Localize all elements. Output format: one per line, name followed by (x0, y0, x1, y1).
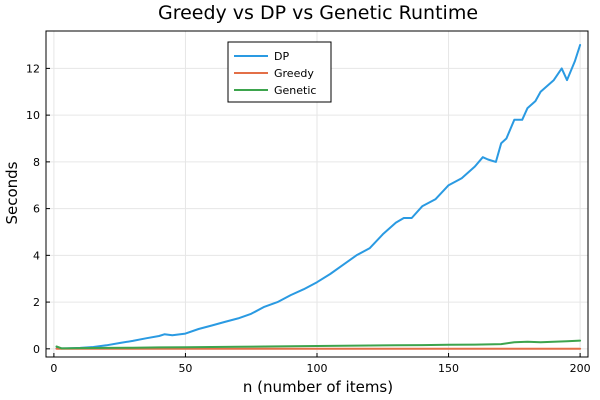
x-tick-label: 150 (438, 362, 459, 375)
y-tick-label: 12 (26, 62, 40, 75)
series-layer (55, 44, 582, 350)
y-tick-label: 2 (33, 296, 40, 309)
legend-entry: DP (274, 50, 289, 63)
legend-entry: Greedy (274, 67, 314, 80)
y-axis-ticks: 0 2 4 6 8 10 12 (26, 62, 50, 356)
series-line-genetic (55, 339, 582, 350)
y-axis-label: Seconds (3, 161, 21, 224)
y-tick-label: 4 (33, 249, 40, 262)
x-axis-label: n (number of items) (243, 378, 393, 396)
y-tick-label: 10 (26, 109, 40, 122)
x-axis-ticks: 0 50 100 150 200 (50, 353, 591, 375)
series-line-dp (55, 44, 582, 350)
x-tick-label: 100 (307, 362, 328, 375)
x-tick-label: 200 (570, 362, 591, 375)
x-tick-label: 0 (50, 362, 57, 375)
y-tick-label: 8 (33, 156, 40, 169)
legend-entry: Genetic (274, 84, 316, 97)
y-tick-label: 6 (33, 203, 40, 216)
legend: DP Greedy Genetic (227, 41, 332, 103)
x-tick-label: 50 (178, 362, 192, 375)
y-tick-label: 0 (33, 343, 40, 356)
chart-title: Greedy vs DP vs Genetic Runtime (158, 2, 478, 24)
